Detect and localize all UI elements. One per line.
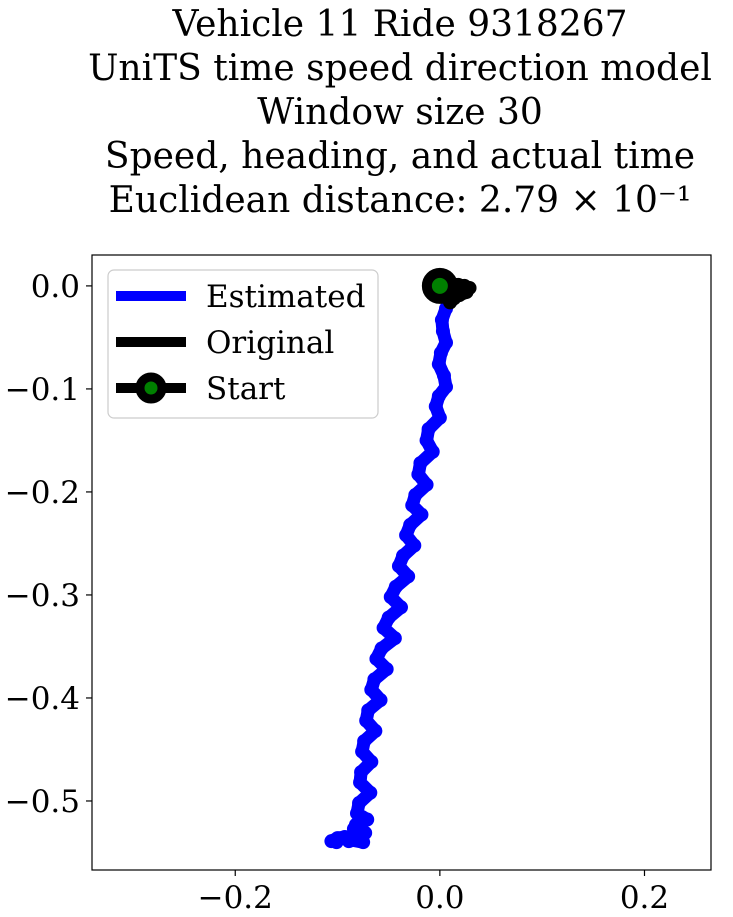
estimated-point (359, 713, 374, 728)
estimated-point (401, 569, 416, 584)
estimated-point (434, 312, 449, 327)
legend: Estimated Original Start (107, 269, 379, 419)
legend-original-label: Original (206, 325, 334, 361)
y-tick-label: −0.1 (5, 372, 80, 408)
estimated-point (414, 507, 429, 522)
legend-box (107, 269, 379, 419)
estimated-point (419, 433, 434, 448)
estimated-point (387, 631, 402, 646)
axis-ticks: −0.2 0.0 0.2 0.0 −0.1 −0.2 −0.3 −0.4 −0.5 (5, 269, 669, 916)
x-tick-label: 0.0 (415, 880, 464, 916)
estimated-point (383, 590, 398, 605)
estimated-point (349, 832, 364, 847)
legend-start-label: Start (206, 371, 286, 407)
title-line-4: Speed, heading, and actual time (105, 136, 695, 177)
estimated-point (435, 324, 450, 339)
estimated-point (379, 662, 394, 677)
estimated-point (363, 785, 378, 800)
estimated-point (353, 775, 368, 790)
estimated-point (360, 812, 375, 827)
y-tick-label: −0.5 (5, 784, 80, 820)
title-line-1: Vehicle 11 Ride 9318267 (171, 4, 627, 45)
estimated-point (354, 765, 369, 780)
estimated-point (373, 693, 388, 708)
legend-estimated-label: Estimated (206, 279, 365, 315)
estimated-point (369, 651, 384, 666)
estimated-point (364, 682, 379, 697)
estimated-point (428, 399, 443, 414)
estimated-point (433, 345, 448, 360)
estimated-point (399, 528, 414, 543)
estimated-point (329, 835, 344, 850)
legend-start-marker (135, 372, 167, 404)
estimated-point (376, 620, 391, 635)
estimated-point (364, 754, 379, 769)
estimated-point (407, 538, 422, 553)
estimated-point (411, 467, 426, 482)
x-tick-label: −0.2 (198, 880, 273, 916)
series-layer (324, 267, 477, 850)
estimated-point (431, 357, 446, 372)
title-line-3: Window size 30 (257, 92, 543, 133)
y-tick-label: −0.2 (5, 475, 80, 511)
title-line-5: Euclidean distance: 2.79 × 10⁻¹ (109, 180, 692, 221)
y-tick-label: −0.4 (5, 681, 80, 717)
estimated-point (425, 444, 440, 459)
estimated-point (355, 744, 370, 759)
start-marker (421, 267, 458, 304)
estimated-point (421, 422, 436, 437)
estimated-point (349, 806, 364, 821)
y-tick-label: −0.3 (5, 578, 80, 614)
title-line-2: UniTS time speed direction model (88, 48, 712, 89)
y-tick-label: 0.0 (31, 269, 80, 305)
estimated-point (413, 456, 428, 471)
estimated-point (368, 723, 383, 738)
estimated-point (391, 559, 406, 574)
estimated-point (393, 600, 408, 615)
x-tick-label: 0.2 (620, 880, 669, 916)
estimated-point (432, 410, 447, 425)
estimated-point (405, 498, 420, 513)
estimated-point (436, 368, 451, 383)
estimated-point (419, 477, 434, 492)
